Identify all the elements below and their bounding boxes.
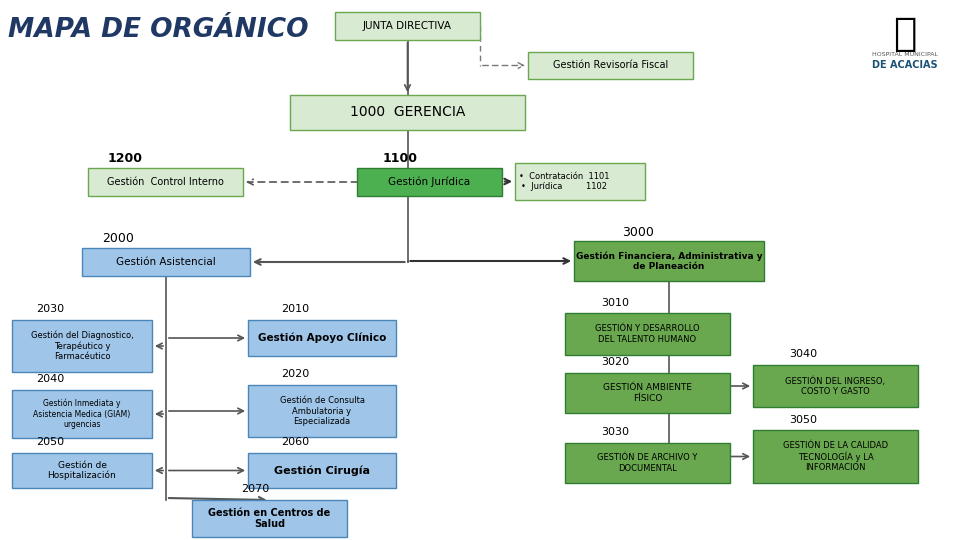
Text: 2060: 2060 [281, 437, 309, 447]
FancyBboxPatch shape [12, 320, 152, 372]
Text: 3000: 3000 [622, 226, 654, 239]
Text: GESTIÓN DEL INGRESO,
COSTO Y GASTO: GESTIÓN DEL INGRESO, COSTO Y GASTO [785, 376, 885, 396]
FancyBboxPatch shape [515, 163, 645, 200]
Text: Gestión de
Hospitalización: Gestión de Hospitalización [48, 461, 116, 481]
Text: •  Contratación  1101
•  Jurídica         1102: • Contratación 1101 • Jurídica 1102 [519, 172, 610, 191]
Text: 1100: 1100 [382, 152, 418, 165]
Text: Gestión  Control Interno: Gestión Control Interno [108, 177, 224, 187]
Text: 3050: 3050 [789, 415, 817, 425]
FancyBboxPatch shape [335, 12, 480, 40]
Text: JUNTA DIRECTIVA: JUNTA DIRECTIVA [363, 21, 452, 31]
Text: Gestión Apoyo Clínico: Gestión Apoyo Clínico [258, 333, 386, 343]
Text: 2050: 2050 [36, 437, 64, 447]
Text: 3010: 3010 [601, 298, 629, 308]
FancyBboxPatch shape [565, 443, 730, 483]
FancyBboxPatch shape [248, 320, 396, 356]
FancyBboxPatch shape [12, 453, 152, 488]
FancyBboxPatch shape [290, 95, 525, 130]
Text: Gestión del Diagnostico,
Terapéutico y
Farmacéutico: Gestión del Diagnostico, Terapéutico y F… [31, 330, 133, 361]
Text: HOSPITAL MUNICIPAL: HOSPITAL MUNICIPAL [872, 52, 938, 57]
Text: Gestión en Centros de
Salud: Gestión en Centros de Salud [208, 508, 330, 529]
FancyBboxPatch shape [753, 365, 918, 407]
FancyBboxPatch shape [565, 373, 730, 413]
FancyBboxPatch shape [82, 248, 250, 276]
Text: 1000  GERENCIA: 1000 GERENCIA [349, 105, 466, 119]
Text: 2030: 2030 [36, 304, 64, 314]
Text: GESTIÓN Y DESARROLLO
DEL TALENTO HUMANO: GESTIÓN Y DESARROLLO DEL TALENTO HUMANO [595, 325, 700, 343]
FancyBboxPatch shape [248, 385, 396, 437]
FancyBboxPatch shape [565, 313, 730, 355]
FancyBboxPatch shape [192, 500, 347, 537]
Text: 2040: 2040 [36, 374, 64, 384]
Text: 3020: 3020 [601, 357, 629, 367]
Text: Gestión Financiera, Administrativa y
de Planeación: Gestión Financiera, Administrativa y de … [576, 251, 762, 271]
Text: Gestión Asistencial: Gestión Asistencial [116, 257, 216, 267]
FancyBboxPatch shape [574, 241, 764, 281]
Text: GESTIÓN DE ARCHIVO Y
DOCUMENTAL: GESTIÓN DE ARCHIVO Y DOCUMENTAL [597, 453, 698, 472]
Text: 2020: 2020 [281, 369, 309, 379]
Text: 2070: 2070 [241, 484, 269, 494]
Text: Gestión de Consulta
Ambulatoria y
Especializada: Gestión de Consulta Ambulatoria y Especi… [279, 396, 365, 426]
FancyBboxPatch shape [753, 430, 918, 483]
FancyBboxPatch shape [528, 52, 693, 79]
Text: GESTIÓN DE LA CALIDAD
TECNOLOGÍA y LA
INFORMACION: GESTIÓN DE LA CALIDAD TECNOLOGÍA y LA IN… [783, 441, 888, 472]
Text: 3030: 3030 [601, 427, 629, 437]
Text: Gestión Jurídica: Gestión Jurídica [389, 177, 470, 187]
FancyBboxPatch shape [88, 168, 243, 196]
Text: 2000: 2000 [102, 232, 134, 245]
Text: 2010: 2010 [281, 304, 309, 314]
Text: 1200: 1200 [108, 152, 142, 165]
Text: Gestión Inmediata y
Asistencia Medica (GIAM)
urgencias: Gestión Inmediata y Asistencia Medica (G… [34, 399, 131, 429]
Text: DE ACACIAS: DE ACACIAS [873, 60, 938, 70]
Text: 3040: 3040 [789, 349, 817, 359]
FancyBboxPatch shape [248, 453, 396, 488]
FancyBboxPatch shape [357, 168, 502, 196]
Text: GESTIÓN AMBIENTE
FÍSICO: GESTIÓN AMBIENTE FÍSICO [603, 383, 692, 403]
Text: Gestión Cirugía: Gestión Cirugía [274, 465, 370, 476]
Text: 🏥: 🏥 [894, 15, 917, 53]
Text: MAPA DE ORGÁNICO: MAPA DE ORGÁNICO [8, 17, 308, 43]
FancyBboxPatch shape [12, 390, 152, 438]
Text: Gestión Revisoría Fiscal: Gestión Revisoría Fiscal [553, 60, 668, 71]
